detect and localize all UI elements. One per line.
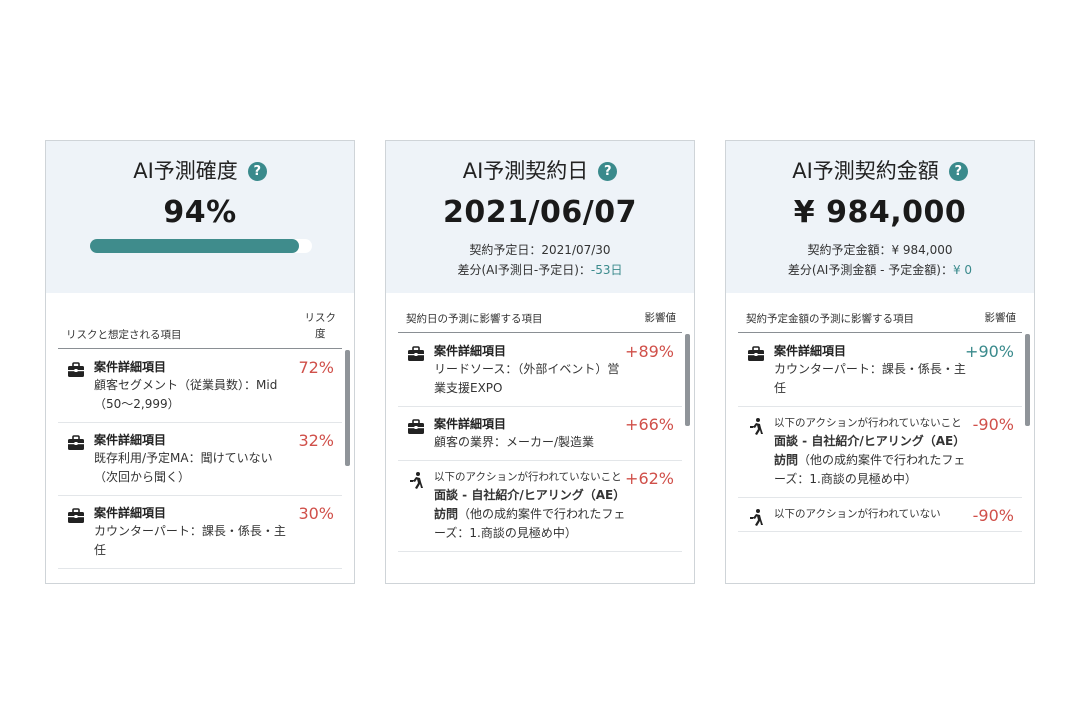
- list-item[interactable]: 案件詳細項目 顧客セグメント（従業員数）：Mid（50〜2,999） 72%: [58, 350, 342, 423]
- card-title: AI予測契約金額?: [726, 155, 1034, 185]
- row-detail: 既存利用/予定MA：聞けていない（次回から聞く）: [94, 451, 273, 484]
- list-item[interactable]: 案件詳細項目 カウンターパート：課長・係長・主任 +90%: [738, 334, 1022, 407]
- briefcase-icon: [68, 435, 84, 450]
- list-item[interactable]: 案件詳細項目 リードソース：（外部イベント）営業支援EXPO +89%: [398, 334, 682, 407]
- influence-list[interactable]: 案件詳細項目 リードソース：（外部イベント）営業支援EXPO +89% 案件詳細…: [398, 334, 682, 583]
- running-person-icon: [750, 418, 763, 435]
- influence-value: +66%: [625, 415, 674, 434]
- briefcase-icon: [408, 419, 424, 434]
- running-person-icon: [750, 509, 763, 526]
- card-title: AI予測契約日?: [386, 155, 694, 185]
- ai-probability-card: AI予測確度? 94% リスクと想定される項目 リスク度 案件詳細項目 顧客セグ…: [45, 140, 355, 584]
- row-action: 面談 - 自社紹介/ヒアリング（AE）訪問（他の成約案件で行われたフェーズ：1.…: [434, 488, 626, 540]
- list-item[interactable]: 案件詳細項目 既存利用/予定MA：聞けていない（次回から聞く） 32%: [58, 423, 342, 496]
- list-header-label: リスクと想定される項目: [66, 329, 182, 341]
- predicted-date-value: 2021/06/07: [443, 195, 637, 230]
- list-header-column: 影響値: [984, 312, 1017, 324]
- influence-list[interactable]: 案件詳細項目 カウンターパート：課長・係長・主任 +90% 以下のアクションが行…: [738, 334, 1022, 583]
- risk-value: 32%: [298, 431, 334, 450]
- influence-value: +62%: [625, 469, 674, 488]
- list-item[interactable]: 以下のアクションが行われていないこと 面談 - 自社紹介/ヒアリング（AE）訪問…: [738, 407, 1022, 498]
- amount-difference: 差分(AI予測金額 - 予定金額)：¥ 0: [787, 263, 973, 277]
- list-header-column: 影響値: [644, 312, 677, 324]
- briefcase-icon: [408, 346, 424, 361]
- running-person-icon: [410, 472, 423, 489]
- list-header-label: 契約予定金額の予測に影響する項目: [746, 313, 914, 325]
- row-detail: 顧客セグメント（従業員数）：Mid（50〜2,999）: [94, 378, 278, 411]
- row-title: 案件詳細項目: [774, 344, 847, 358]
- row-detail: 顧客の業界：メーカー/製造業: [434, 435, 595, 449]
- row-title: 案件詳細項目: [434, 344, 507, 358]
- risk-value: 72%: [298, 358, 334, 377]
- row-condition: 以下のアクションが行われていないこと: [434, 471, 622, 483]
- row-action: 面談 - 自社紹介/ヒアリング（AE）訪問（他の成約案件で行われたフェーズ：1.…: [774, 434, 966, 486]
- list-header-label: 契約日の予測に影響する項目: [406, 313, 543, 325]
- card-title: AI予測確度?: [46, 155, 354, 185]
- row-detail: カウンターパート：課長・係長・主任: [94, 524, 286, 557]
- row-title: 案件詳細項目: [94, 433, 167, 447]
- row-title: 案件詳細項目: [94, 360, 167, 374]
- row-detail: カウンターパート：課長・係長・主任: [774, 362, 966, 395]
- probability-progress-bar: [90, 239, 312, 253]
- scrollbar[interactable]: [1025, 334, 1030, 426]
- row-detail: リードソース：（外部イベント）営業支援EXPO: [434, 362, 620, 395]
- help-icon[interactable]: ?: [598, 162, 618, 181]
- briefcase-icon: [68, 508, 84, 523]
- card-header: AI予測契約金額? ¥ 984,000 契約予定金額：¥ 984,000 差分(…: [726, 141, 1034, 293]
- progress-fill: [90, 239, 299, 253]
- influence-value: -90%: [972, 415, 1014, 434]
- help-icon[interactable]: ?: [948, 162, 968, 181]
- scrollbar[interactable]: [345, 350, 350, 466]
- row-title: 案件詳細項目: [434, 417, 507, 431]
- list-header: 契約日の予測に影響する項目 影響値: [398, 293, 682, 333]
- row-condition: 以下のアクションが行われていない: [774, 508, 941, 520]
- list-item[interactable]: 案件詳細項目 顧客の業界：メーカー/製造業 +66%: [398, 407, 682, 461]
- list-header: 契約予定金額の予測に影響する項目 影響値: [738, 293, 1022, 333]
- risk-value: 30%: [298, 504, 334, 523]
- probability-value: 94%: [163, 195, 237, 230]
- row-condition: 以下のアクションが行われていないこと: [774, 417, 962, 429]
- risk-list[interactable]: 案件詳細項目 顧客セグメント（従業員数）：Mid（50〜2,999） 72% 案…: [58, 350, 342, 583]
- list-item[interactable]: 以下のアクションが行われていない -90%: [738, 498, 1022, 532]
- card-header: AI予測契約日? 2021/06/07 契約予定日：2021/07/30 差分(…: [386, 141, 694, 293]
- planned-date: 契約予定日：2021/07/30: [469, 243, 611, 257]
- ai-contract-date-card: AI予測契約日? 2021/06/07 契約予定日：2021/07/30 差分(…: [385, 140, 695, 584]
- list-item[interactable]: 以下のアクションが行われていないこと 面談 - 自社紹介/ヒアリング（AE）訪問…: [398, 461, 682, 552]
- scrollbar[interactable]: [685, 334, 690, 426]
- influence-value: -90%: [972, 506, 1014, 525]
- help-icon[interactable]: ?: [247, 162, 267, 181]
- briefcase-icon: [68, 362, 84, 377]
- card-header: AI予測確度? 94%: [46, 141, 354, 293]
- influence-value: +89%: [625, 342, 674, 361]
- briefcase-icon: [748, 346, 764, 361]
- predicted-amount-value: ¥ 984,000: [793, 195, 967, 230]
- list-header-column: リスク度: [304, 312, 337, 340]
- date-difference: 差分(AI予測日-予定日)：-53日: [457, 263, 623, 277]
- influence-value: +90%: [965, 342, 1014, 361]
- list-header: リスクと想定される項目 リスク度: [58, 293, 342, 349]
- row-title: 案件詳細項目: [94, 506, 167, 520]
- planned-amount: 契約予定金額：¥ 984,000: [807, 243, 953, 257]
- list-item[interactable]: 案件詳細項目 カウンターパート：課長・係長・主任 30%: [58, 496, 342, 569]
- ai-contract-amount-card: AI予測契約金額? ¥ 984,000 契約予定金額：¥ 984,000 差分(…: [725, 140, 1035, 584]
